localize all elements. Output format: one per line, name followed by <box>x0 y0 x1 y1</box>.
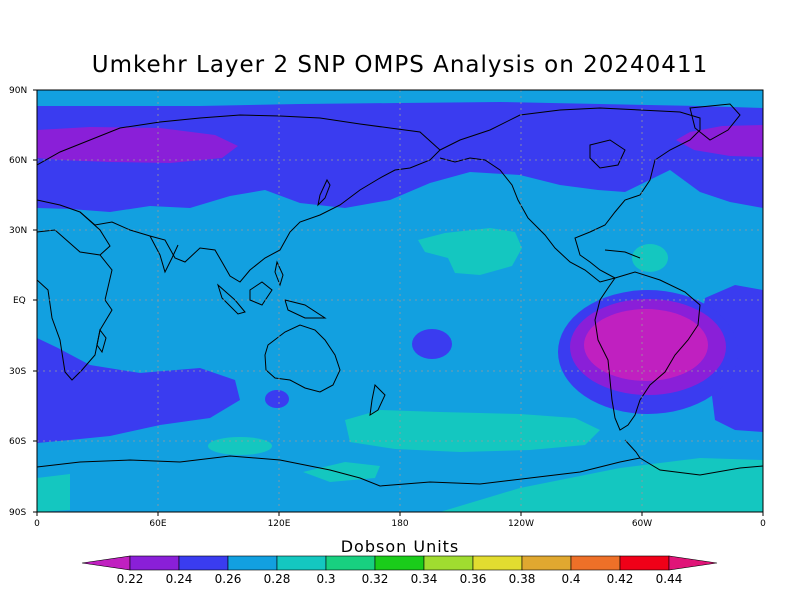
ozone-map: 90N 60N 30N EQ 30S 60S 90S 0 60E 120E 18… <box>9 86 766 529</box>
coastline-antarctic-peninsula <box>624 439 641 459</box>
colorbar-level-label: 0.26 <box>215 572 242 586</box>
colorbar-swatch <box>570 555 621 571</box>
colorbar-swatch <box>423 555 474 571</box>
lat-label: 60N <box>9 156 27 166</box>
colorbar-arrow-low <box>81 555 131 571</box>
field-tropical-blob-atlantic <box>632 244 668 272</box>
lat-label: 30N <box>9 226 27 236</box>
coastline-hudson-bay <box>589 139 626 169</box>
field-blob-pacific <box>412 329 452 359</box>
colorbar-swatch <box>521 555 572 571</box>
lat-label: 60S <box>9 437 26 447</box>
colorbar-level-label: 0.44 <box>656 572 683 586</box>
coastline-greenland <box>689 103 741 141</box>
colorbar-swatch <box>472 555 523 571</box>
chart-title: Umkehr Layer 2 SNP OMPS Analysis on 2024… <box>91 52 709 78</box>
coastline-madagascar <box>96 328 107 354</box>
colorbar-level-label: 0.4 <box>561 572 580 586</box>
coastline-india <box>149 235 179 274</box>
colorbar-title: Dobson Units <box>340 537 460 556</box>
lat-label: 30S <box>9 367 26 377</box>
lat-label: EQ <box>13 296 26 306</box>
colorbar-level-label: 0.42 <box>607 572 634 586</box>
field-arctic-cap <box>37 90 763 108</box>
colorbar-swatches <box>81 555 718 571</box>
coastline-antarctica <box>37 455 763 487</box>
field-sa-min <box>584 309 708 381</box>
field-south-blob <box>345 410 600 452</box>
colorbar-labels: 0.22 0.24 0.26 0.28 0.3 0.32 0.34 0.36 0.38 0.4 0.… <box>117 572 683 586</box>
lon-label: 180 <box>391 519 408 529</box>
lat-label: 90S <box>9 508 26 518</box>
coastlines <box>37 103 763 487</box>
coastline-arabia <box>79 211 111 256</box>
colorbar-level-label: 0.3 <box>316 572 335 586</box>
lon-label: 60W <box>632 519 652 529</box>
coastline-caribbean <box>604 249 641 259</box>
field-tropical-blob-pacific <box>418 228 522 275</box>
field-south-band <box>37 338 240 443</box>
colorbar-arrow-high <box>668 555 718 571</box>
colorbar-swatch <box>619 555 670 571</box>
lat-axis <box>33 89 37 513</box>
colorbar-swatch <box>325 555 376 571</box>
colorbar-swatch <box>276 555 327 571</box>
colorbar-swatch <box>178 555 229 571</box>
lon-label: 120E <box>268 519 291 529</box>
colorbar-level-label: 0.22 <box>117 572 144 586</box>
colorbar-level-label: 0.36 <box>460 572 487 586</box>
coastline-australia <box>264 324 341 393</box>
lon-label: 0 <box>34 519 40 529</box>
lon-label: 120W <box>508 519 534 529</box>
lon-label: 0 <box>760 519 766 529</box>
field-north-min-east <box>676 125 763 157</box>
field-north-min-west <box>37 127 238 163</box>
lat-label: 90N <box>9 86 27 96</box>
coastline-sumatra <box>217 283 246 315</box>
field-antarctic-band <box>37 474 70 512</box>
lon-axis <box>36 512 764 516</box>
colorbar-level-label: 0.38 <box>509 572 536 586</box>
colorbar-swatch <box>227 555 278 571</box>
coastline-borneo <box>249 281 273 306</box>
coastline-south-america <box>594 271 701 431</box>
colorbar-level-label: 0.24 <box>166 572 193 586</box>
colorbar-level-label: 0.28 <box>264 572 291 586</box>
field-antarctic-blob <box>303 462 380 482</box>
coastline-new-guinea <box>284 299 327 319</box>
colorbar-level-label: 0.34 <box>411 572 438 586</box>
graticule <box>37 90 763 512</box>
field-south-blob-west <box>208 437 272 455</box>
coastline-japan <box>317 178 331 207</box>
colorbar-swatch <box>129 555 180 571</box>
coastline-north-america <box>439 107 701 283</box>
colorbar-swatch <box>374 555 425 571</box>
coastline-philippines <box>274 260 284 287</box>
lon-label: 60E <box>149 519 166 529</box>
coastline-eurasia <box>37 114 441 283</box>
coastline-new-zealand <box>369 383 386 416</box>
colorbar: 0.22 0.24 0.26 0.28 0.3 0.32 0.34 0.36 0.38 0.4 0.… <box>81 555 718 586</box>
field-blob-australia <box>265 390 289 408</box>
colorbar-level-label: 0.32 <box>362 572 389 586</box>
